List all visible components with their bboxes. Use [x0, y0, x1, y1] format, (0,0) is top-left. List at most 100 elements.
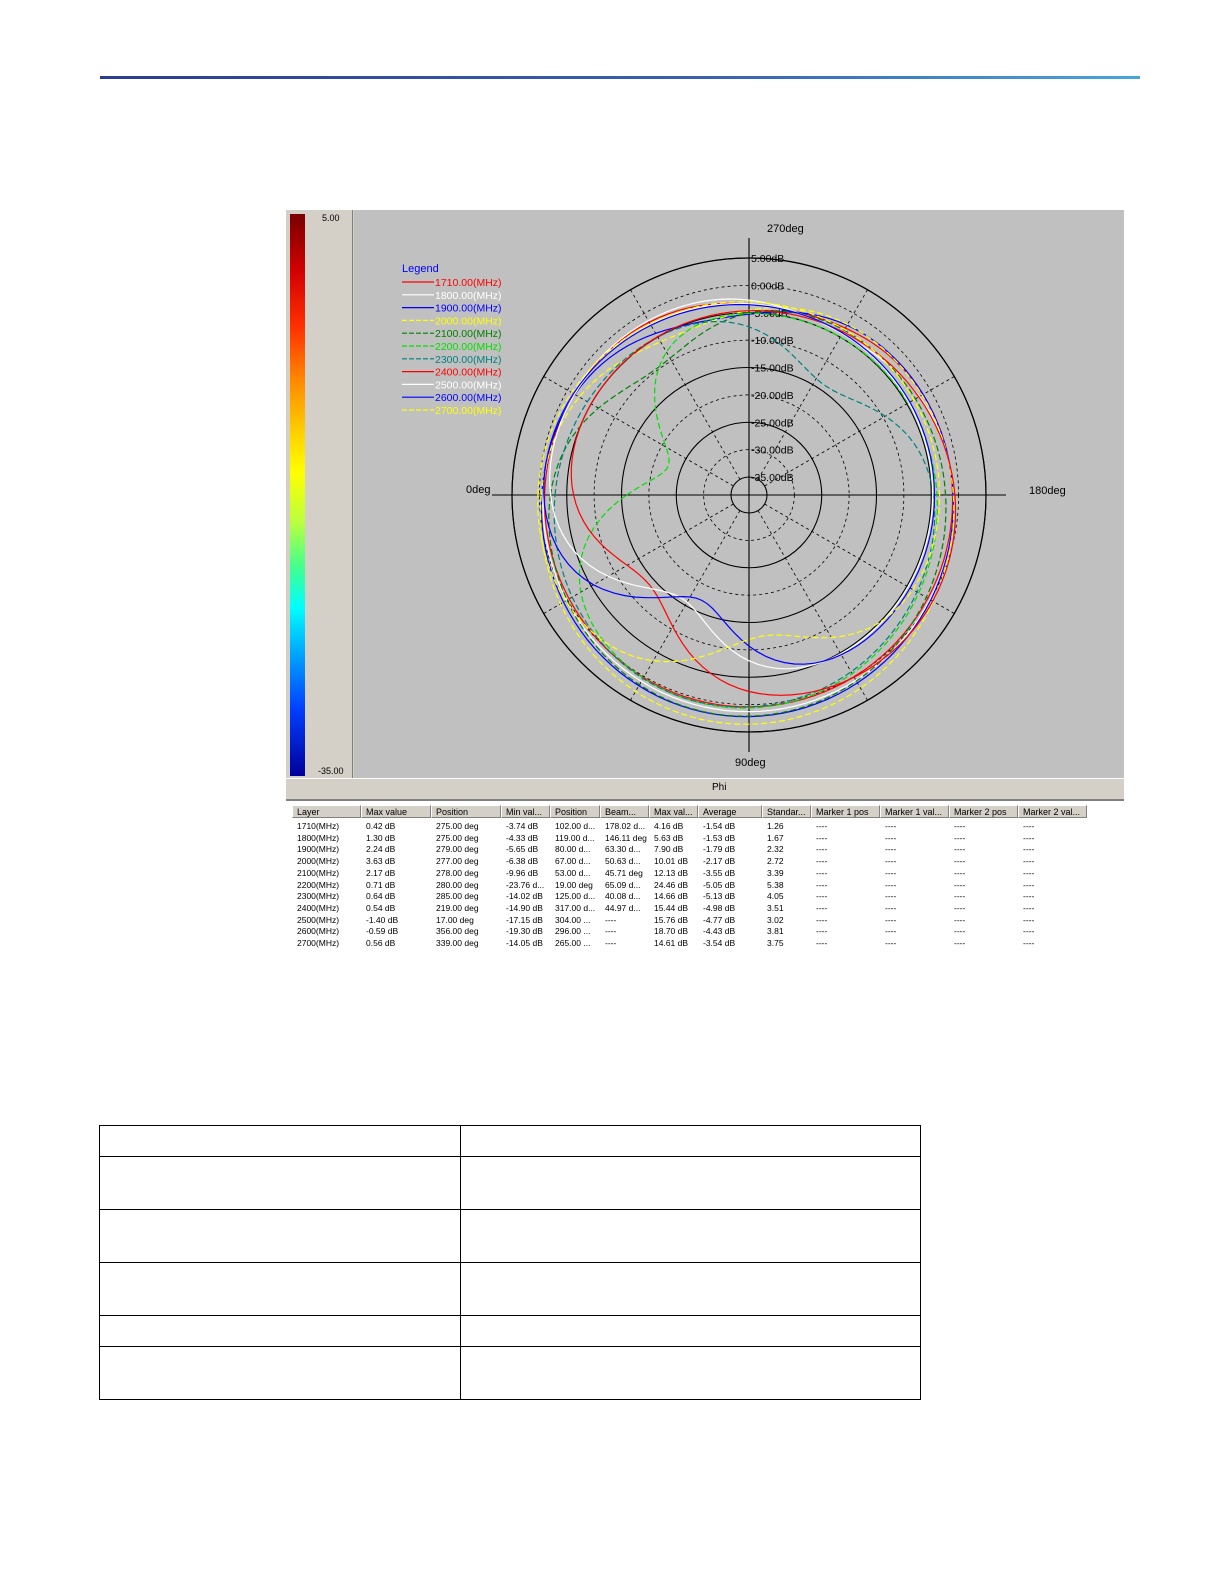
phi-axis-strip: Phi — [286, 778, 1124, 800]
table-cell: 2700(MHz) — [297, 938, 340, 948]
grid-spoke — [543, 376, 734, 487]
table-cell: 1.26 — [767, 821, 784, 831]
table-cell: 50.63 d... — [605, 856, 641, 867]
table-cell: 339.00 deg — [436, 938, 479, 948]
table-cell: 317.00 d... — [555, 902, 596, 913]
table-cell: -1.53 dB — [703, 832, 736, 843]
table-cell: 63.30 d... — [605, 844, 641, 855]
table-cell: 65.09 d... — [605, 879, 641, 890]
column-header[interactable]: Standar... — [762, 805, 811, 818]
table-cell: 2.32 — [767, 844, 784, 855]
table-cell: ---- — [885, 832, 897, 843]
column-header[interactable]: Marker 2 pos — [949, 805, 1018, 818]
column-header[interactable]: Max val... — [649, 805, 698, 818]
spec-table-cell — [460, 1346, 921, 1400]
column-header[interactable]: Beam... — [600, 805, 649, 818]
table-cell: 10.01 dB — [654, 856, 689, 867]
grid-spoke — [543, 503, 734, 614]
spec-table-cell — [99, 1125, 461, 1157]
table-cell: 296.00 ... — [555, 926, 591, 937]
table-cell: ---- — [954, 891, 966, 902]
legend-entry-3: 1900.00(MHz) — [435, 303, 502, 315]
series-curve-8 — [570, 310, 957, 696]
table-row[interactable]: 2400(MHz) 0.54 dB 219.00 deg -14.90 dB 317.0… — [292, 903, 1122, 915]
table-cell: ---- — [816, 879, 828, 890]
table-cell: 0.42 dB — [366, 821, 396, 831]
table-row[interactable]: 2300(MHz) 0.64 dB 285.00 deg -14.02 dB 125.0… — [292, 891, 1122, 903]
table-cell: 2.24 dB — [366, 844, 396, 855]
table-cell: ---- — [954, 844, 966, 855]
table-row[interactable]: 1800(MHz) 1.30 dB 275.00 deg -4.33 dB 119.00… — [292, 833, 1122, 845]
spec-table-cell — [460, 1315, 921, 1347]
table-row[interactable]: 2000(MHz) 3.63 dB 277.00 deg -6.38 dB 67.00 … — [292, 856, 1122, 868]
table-cell: ---- — [954, 914, 966, 925]
table-cell: -4.77 dB — [703, 914, 736, 925]
table-cell: -23.76 d... — [506, 879, 545, 890]
table-cell: 2100(MHz) — [297, 867, 340, 878]
radial-tick-label: 0.00dB — [751, 280, 784, 292]
table-cell: 277.00 deg — [436, 856, 479, 867]
results-table[interactable]: Layer Max value Position Min val... Position… — [286, 800, 1124, 952]
angle-label-left: 0deg — [466, 484, 490, 496]
polar-plot-area[interactable]: 270deg 180deg 90deg 0deg 5.00dB 0.00dB -5.00dB… — [354, 210, 1124, 778]
column-header[interactable]: Max value — [361, 805, 431, 818]
column-header[interactable]: Marker 1 pos — [811, 805, 880, 818]
table-row[interactable]: 2100(MHz) 2.17 dB 278.00 deg -9.96 dB 53.00 … — [292, 868, 1122, 880]
table-row[interactable]: 1900(MHz) 2.24 dB 279.00 deg -5.65 dB 80.00 … — [292, 844, 1122, 856]
table-cell: 279.00 deg — [436, 844, 479, 855]
table-cell: ---- — [954, 867, 966, 878]
legend-entry-4: 2000.00(MHz) — [435, 315, 502, 327]
column-header[interactable]: Layer — [292, 805, 361, 818]
grid-spoke — [757, 289, 868, 480]
column-header[interactable]: Marker 2 val... — [1018, 805, 1087, 818]
column-header[interactable]: Marker 1 val... — [880, 805, 949, 818]
table-cell: ---- — [885, 926, 897, 937]
table-row[interactable]: 2700(MHz) 0.56 dB 339.00 deg -14.05 dB 265.0… — [292, 938, 1122, 950]
spec-table-row — [99, 1315, 921, 1347]
table-cell: 12.13 dB — [654, 867, 689, 878]
table-cell: 2500(MHz) — [297, 914, 340, 925]
table-cell: -5.13 dB — [703, 891, 736, 902]
table-cell: 1710(MHz) — [297, 821, 340, 831]
table-cell: ---- — [605, 926, 617, 937]
table-cell: 7.90 dB — [654, 844, 684, 855]
radial-tick-label: -10.00dB — [751, 335, 794, 347]
table-row[interactable]: 2600(MHz) -0.59 dB 356.00 deg -19.30 dB 296.… — [292, 926, 1122, 938]
table-row[interactable]: 1710(MHz) 0.42 dB 275.00 deg -3.74 dB 102.00… — [292, 821, 1122, 833]
column-header[interactable]: Position — [550, 805, 600, 818]
table-cell: ---- — [885, 844, 897, 855]
column-header[interactable]: Min val... — [501, 805, 550, 818]
table-cell: -5.05 dB — [703, 879, 736, 890]
phi-label: Phi — [712, 782, 727, 793]
spec-table-row — [99, 1125, 921, 1157]
colorbar-max-label: 5.00 — [322, 213, 340, 223]
series-curve-9 — [549, 302, 934, 670]
table-cell: ---- — [1023, 867, 1035, 878]
table-cell: 0.71 dB — [366, 879, 396, 890]
spec-table-cell — [460, 1262, 921, 1316]
column-header[interactable]: Position — [431, 805, 501, 818]
table-cell: 2200(MHz) — [297, 879, 340, 890]
table-cell: ---- — [1023, 856, 1035, 867]
table-cell: ---- — [816, 856, 828, 867]
table-cell: -1.40 dB — [366, 914, 399, 925]
table-cell: 5.63 dB — [654, 832, 684, 843]
legend-entry-5: 2100.00(MHz) — [435, 328, 502, 340]
grid-spoke — [630, 510, 741, 701]
table-cell: ---- — [816, 914, 828, 925]
table-row[interactable]: 2200(MHz) 0.71 dB 280.00 deg -23.76 d... 19.… — [292, 880, 1122, 892]
table-cell: 119.00 d... — [555, 832, 595, 843]
spec-table-cell — [460, 1156, 921, 1210]
table-cell: 178.02 d... — [605, 821, 646, 831]
table-cell: ---- — [885, 821, 897, 831]
legend-entry-11: 2700.00(MHz) — [435, 405, 502, 417]
table-cell: 1800(MHz) — [297, 832, 340, 843]
table-row[interactable]: 2500(MHz) -1.40 dB 17.00 deg -17.15 dB 304.0… — [292, 915, 1122, 927]
legend-entry-10: 2600.00(MHz) — [435, 392, 502, 404]
colorbar-panel: 5.00 -35.00 — [286, 210, 353, 778]
table-cell: ---- — [885, 914, 897, 925]
table-cell: 2300(MHz) — [297, 891, 340, 902]
column-header[interactable]: Average — [698, 805, 762, 818]
table-cell: 3.81 — [767, 926, 784, 937]
table-cell: 14.66 dB — [654, 891, 689, 902]
